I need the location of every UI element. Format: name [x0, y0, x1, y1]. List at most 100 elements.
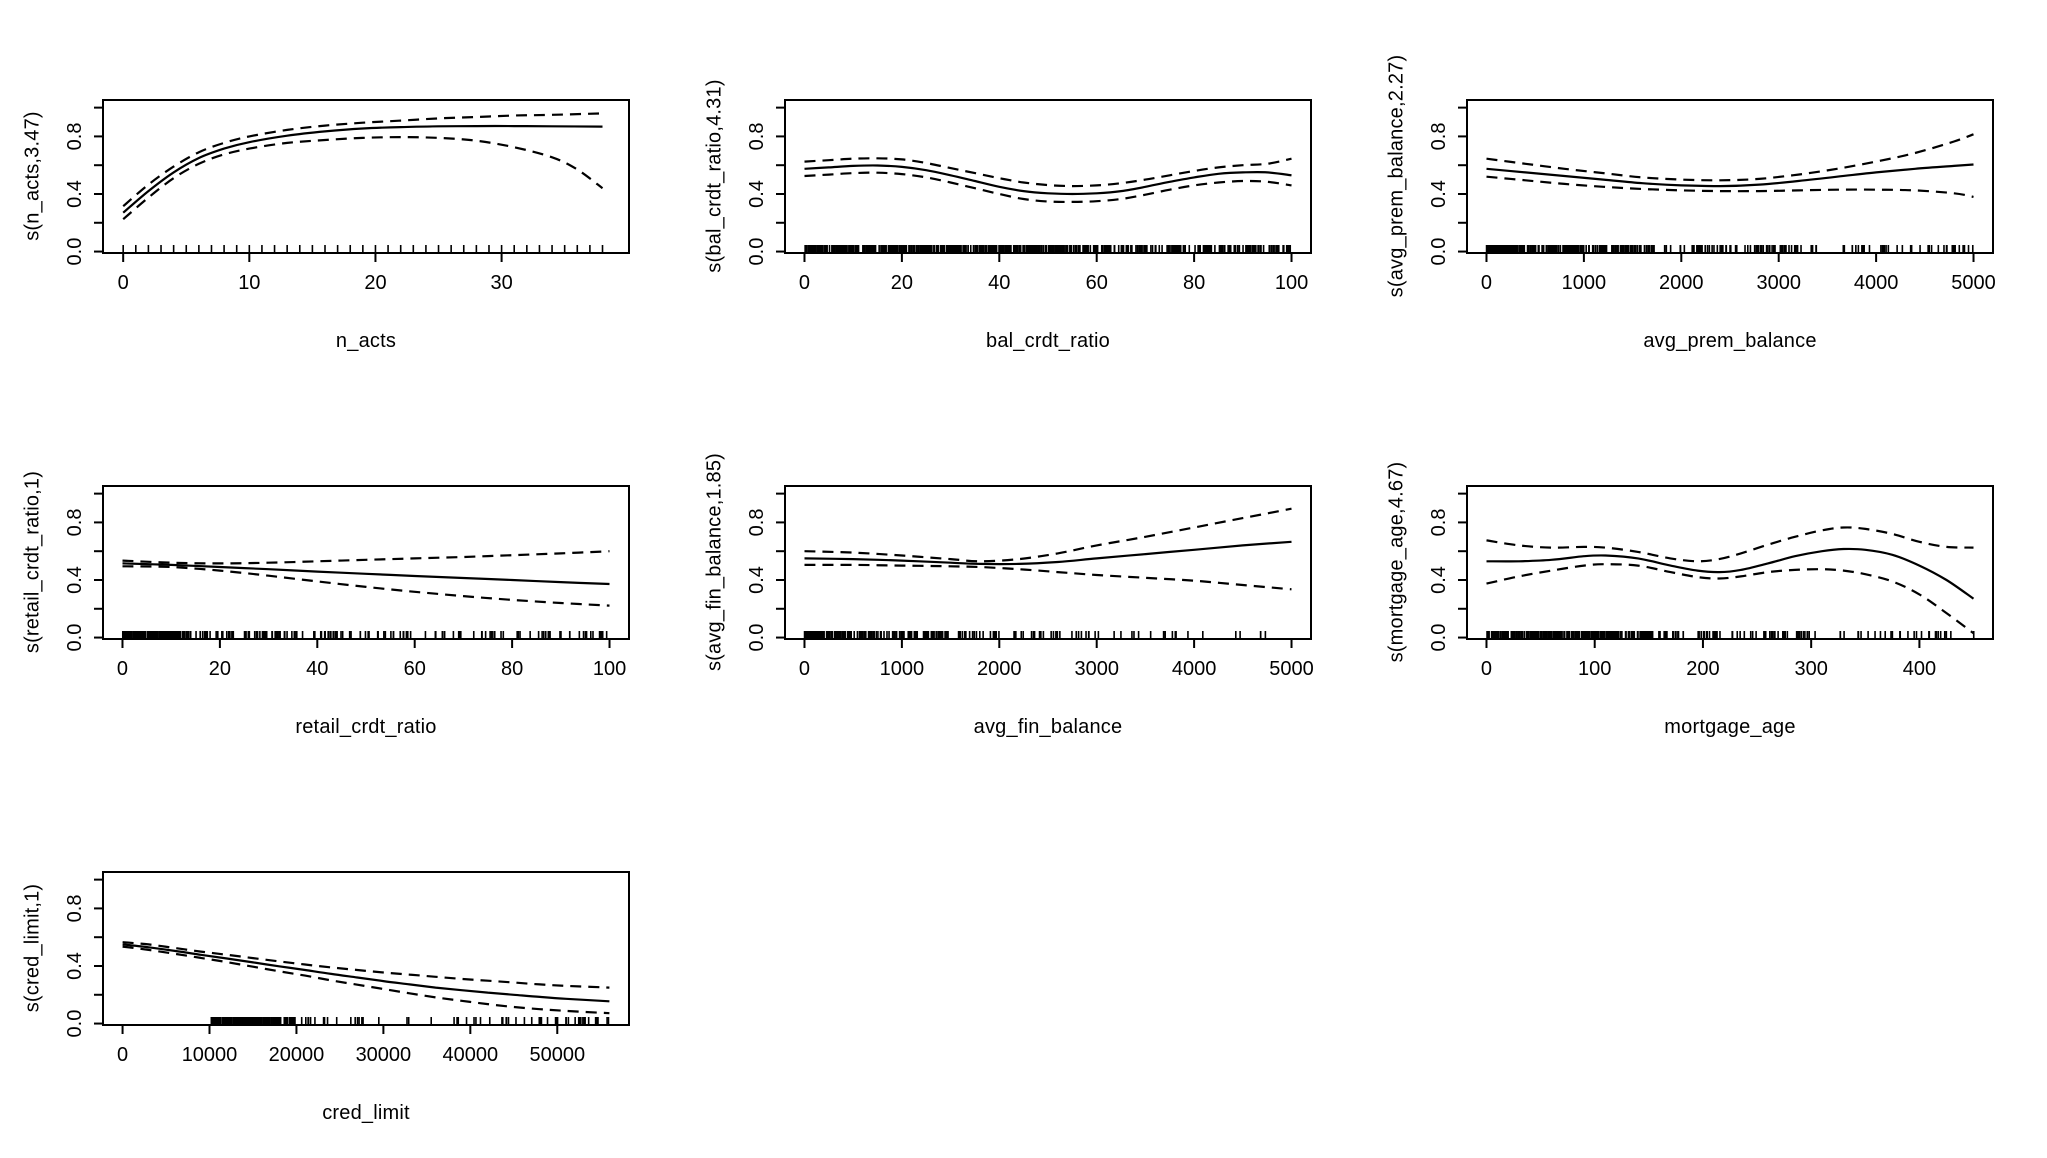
x-tick-label: 3000 — [1756, 272, 1801, 294]
x-tick-label: 20000 — [269, 1044, 325, 1066]
curves — [804, 507, 1292, 591]
x-tick-label: 0 — [1481, 272, 1492, 294]
y-tick-label: 0.4 — [746, 566, 768, 594]
y-tick-label: 0.0 — [64, 1010, 86, 1038]
x-tick-label: 2000 — [977, 658, 1022, 680]
y-tick-label: 0.0 — [746, 624, 768, 652]
x-tick-label: 30000 — [356, 1044, 412, 1066]
rug-marks — [1486, 631, 1975, 638]
x-tick-label: 0 — [799, 658, 810, 680]
x-tick-label: 40 — [988, 272, 1010, 294]
x-axis: 0 100 200 300 400 — [1481, 639, 1936, 680]
y-axis: 0.0 0.4 0.8 — [64, 878, 103, 1038]
panel-mortgage-age: 0 100 200 300 400 0.0 0.4 0.8 s(mortgage_age,4.… — [1364, 386, 2046, 772]
x-tick-label: 0 — [118, 272, 129, 294]
curve-lower-ci — [122, 565, 610, 607]
x-tick-label: 4000 — [1854, 272, 1899, 294]
x-tick-label: 60 — [1086, 272, 1108, 294]
y-tick-label: 0.0 — [64, 238, 86, 266]
curve-upper-ci — [122, 112, 603, 208]
plot-box — [784, 485, 1312, 640]
x-tick-label: 80 — [1183, 272, 1205, 294]
rug-marks — [1485, 245, 1974, 252]
x-axis-label: cred_limit — [322, 1102, 410, 1124]
x-axis: 0 1000 2000 3000 4000 5000 — [799, 639, 1314, 680]
y-tick-label: 0.4 — [64, 566, 86, 594]
y-axis: 0.0 0.4 0.8 — [1428, 106, 1467, 266]
plot-area-bal-crdt-ratio: 0 20 40 60 80 100 0.0 0.4 0.8 — [746, 99, 1312, 294]
curves — [1486, 133, 1974, 198]
x-tick-label: 4000 — [1172, 658, 1217, 680]
y-axis: 0.0 0.4 0.8 — [746, 492, 785, 652]
y-axis-label: s(retail_crdt_ratio,1) — [21, 470, 44, 654]
y-tick-label: 0.8 — [64, 895, 86, 923]
panel-bal-crdt-ratio: 0 20 40 60 80 100 0.0 0.4 0.8 s(bal_crdt_ratio,4… — [682, 0, 1364, 386]
curve-smooth-fit — [122, 124, 603, 214]
x-tick-label: 20 — [891, 272, 913, 294]
y-axis-label: s(avg_fin_balance,1.85) — [703, 452, 726, 672]
x-tick-label: 50000 — [529, 1044, 585, 1066]
plot-box — [102, 871, 630, 1026]
y-tick-label: 0.0 — [1428, 238, 1450, 266]
curve-smooth-fit — [804, 540, 1292, 566]
x-tick-label: 80 — [501, 658, 523, 680]
plot-box — [102, 99, 630, 254]
plot-area-mortgage-age: 0 100 200 300 400 0.0 0.4 0.8 — [1428, 485, 1994, 680]
x-axis-label: retail_crdt_ratio — [295, 716, 437, 738]
plot-area-cred-limit: 0 10000 20000 30000 40000 50000 0.0 0.4 0.8 — [64, 871, 630, 1066]
rug-marks — [121, 631, 608, 638]
x-tick-label: 20 — [364, 272, 386, 294]
y-tick-label: 0.0 — [1428, 624, 1450, 652]
plot-area-avg-fin-balance: 0 1000 2000 3000 4000 5000 0.0 0.4 0.8 — [746, 485, 1314, 680]
rug-marks — [122, 245, 604, 252]
x-axis: 0 10 20 30 — [118, 253, 513, 294]
x-tick-label: 400 — [1903, 658, 1936, 680]
x-axis-label: n_acts — [335, 330, 397, 352]
curves — [122, 550, 610, 607]
y-tick-label: 0.8 — [64, 123, 86, 151]
curve-smooth-fit — [1486, 547, 1975, 600]
y-tick-label: 0.4 — [64, 952, 86, 980]
x-tick-label: 0 — [117, 1044, 128, 1066]
curve-lower-ci — [122, 945, 610, 1015]
x-tick-label: 0 — [1481, 658, 1492, 680]
x-axis-label: avg_fin_balance — [973, 716, 1123, 738]
curve-upper-ci — [1486, 133, 1974, 182]
x-axis: 0 20 40 60 80 100 — [799, 253, 1308, 294]
x-axis-label: mortgage_age — [1664, 716, 1796, 738]
x-axis-label: avg_prem_balance — [1643, 330, 1817, 352]
curve-smooth-fit — [1486, 163, 1974, 188]
curve-upper-ci — [1486, 526, 1974, 563]
curve-upper-ci — [122, 550, 610, 565]
curve-upper-ci — [804, 507, 1292, 563]
y-axis: 0.0 0.4 0.8 — [746, 106, 785, 265]
curves — [1486, 526, 1975, 635]
y-tick-label: 0.8 — [1428, 123, 1450, 151]
rug-marks — [803, 631, 1267, 638]
x-tick-label: 20 — [209, 658, 231, 680]
x-axis-label: bal_crdt_ratio — [986, 330, 1110, 352]
y-axis-label: s(bal_crdt_ratio,4.31) — [703, 79, 726, 273]
y-axis: 0.0 0.4 0.8 — [64, 492, 103, 651]
x-tick-label: 40 — [306, 658, 328, 680]
x-tick-label: 40000 — [443, 1044, 499, 1066]
curve-upper-ci — [122, 941, 610, 989]
curve-smooth-fit — [122, 562, 610, 586]
x-tick-label: 100 — [1578, 658, 1611, 680]
curve-upper-ci — [804, 157, 1292, 188]
x-tick-label: 60 — [404, 658, 426, 680]
plot-box — [102, 485, 630, 640]
y-tick-label: 0.8 — [746, 509, 768, 537]
rug-marks — [210, 1017, 610, 1024]
plot-area-retail-crdt-ratio: 0 20 40 60 80 100 0.0 0.4 0.8 — [64, 485, 630, 680]
x-tick-label: 2000 — [1659, 272, 1704, 294]
x-tick-label: 100 — [1275, 272, 1308, 294]
panel-n-acts: 0 10 20 30 0.0 0.4 0.8 s(n_acts,3.47) n_acts — [0, 0, 682, 386]
y-tick-label: 0.8 — [1428, 509, 1450, 537]
y-tick-label: 0.4 — [64, 180, 86, 208]
x-tick-label: 1000 — [880, 658, 925, 680]
x-axis: 0 1000 2000 3000 4000 5000 — [1481, 253, 1996, 294]
x-tick-label: 0 — [799, 272, 810, 294]
y-axis-label: s(cred_limit,1) — [21, 883, 44, 1013]
